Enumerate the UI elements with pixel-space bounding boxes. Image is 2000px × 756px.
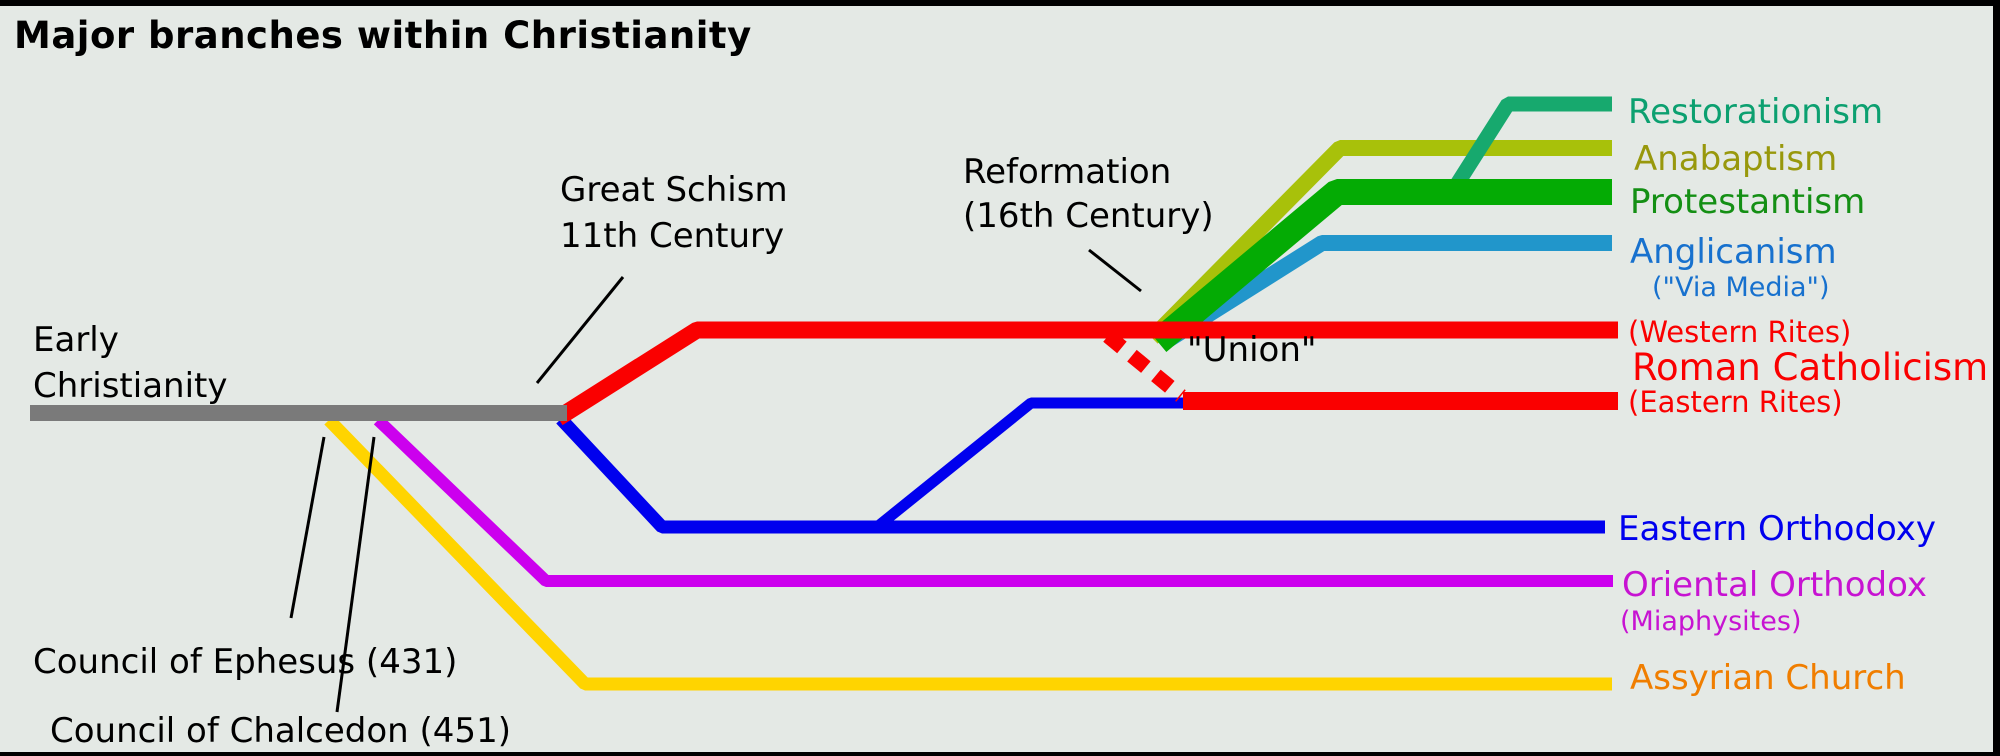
restorationism-line bbox=[1440, 96, 1612, 205]
bottom-border bbox=[0, 752, 2000, 756]
eastern-orthodoxy-line bbox=[556, 414, 1605, 534]
great-schism-label: Great Schism 11th Century bbox=[560, 168, 788, 259]
anabaptism-line bbox=[1146, 140, 1612, 344]
reformation-label: Reformation (16th Century) bbox=[963, 150, 1214, 238]
roman-catholicism-label: Roman Catholicism bbox=[1632, 346, 1989, 389]
anglicanism-label: Anglicanism bbox=[1630, 232, 1837, 272]
early-christianity-trunk bbox=[30, 405, 567, 421]
great-schism-line2: 11th Century bbox=[560, 215, 785, 256]
reformation-line1: Reformation bbox=[963, 152, 1172, 192]
assyrian-church-label: Assyrian Church bbox=[1630, 658, 1906, 698]
page-title: Major branches within Christianity bbox=[14, 14, 752, 57]
assyrian-church-line bbox=[324, 415, 1612, 691]
eastern-rites-line bbox=[1183, 392, 1618, 410]
anabaptism-label: Anabaptism bbox=[1634, 139, 1838, 179]
chalcedon-pointer-line bbox=[335, 436, 376, 713]
ephesus-pointer-line bbox=[289, 436, 326, 619]
union-branch-line bbox=[873, 397, 1192, 532]
reformation-pointer-line bbox=[1088, 248, 1142, 293]
restorationism-label: Restorationism bbox=[1628, 92, 1884, 132]
protestantism-line bbox=[1149, 179, 1612, 352]
union-dashed-line bbox=[1103, 330, 1186, 402]
roman-catholicism-line bbox=[553, 321, 1618, 426]
oriental-orthodox-label: Oriental Orthodox bbox=[1622, 565, 1927, 605]
western-rites-label: (Western Rites) bbox=[1628, 315, 1852, 349]
right-border bbox=[1993, 0, 2000, 756]
anglicanism-line bbox=[1163, 235, 1612, 347]
protestantism-label: Protestantism bbox=[1630, 182, 1866, 222]
eastern-rites-label: (Eastern Rites) bbox=[1628, 385, 1843, 419]
eastern-orthodoxy-label: Eastern Orthodoxy bbox=[1618, 509, 1937, 549]
council-of-chalcedon-label: Council of Chalcedon (451) bbox=[50, 711, 511, 751]
oriental-orthodox-sublabel: (Miaphysites) bbox=[1620, 606, 1802, 637]
oriental-orthodox-line bbox=[373, 415, 1613, 587]
anglicanism-sublabel: ("Via Media") bbox=[1652, 272, 1830, 303]
union-label: "Union" bbox=[1187, 330, 1317, 370]
great-schism-pointer-line bbox=[535, 276, 625, 384]
reformation-line2: (16th Century) bbox=[963, 196, 1214, 237]
great-schism-line1: Great Schism bbox=[560, 170, 788, 210]
early-christianity-label: Early Christianity bbox=[33, 320, 228, 406]
top-border bbox=[0, 0, 2000, 6]
council-of-ephesus-label: Council of Ephesus (431) bbox=[33, 642, 458, 682]
